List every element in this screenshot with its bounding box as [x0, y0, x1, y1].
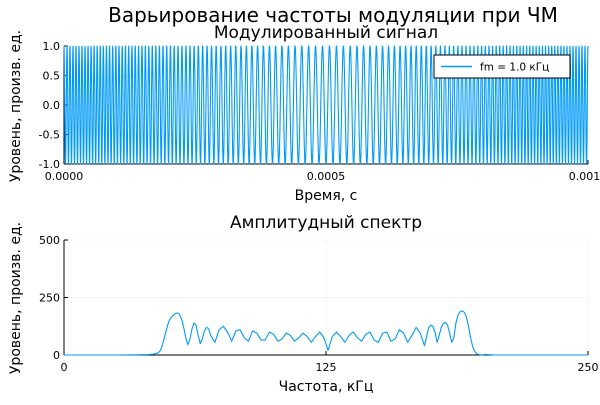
signal-y-tick-label: -0.5 — [39, 129, 60, 142]
spectrum-y-label: Уровень, произв. ед. — [8, 222, 24, 374]
spectrum-panel: Амплитудный спектр 0 250 500 0 125 250 Часто… — [8, 213, 599, 395]
signal-x-tick-label: 0.0010 — [569, 170, 600, 183]
spectrum-series-line — [64, 310, 588, 356]
signal-x-tick-label: 0.0005 — [307, 170, 346, 183]
signal-x-label: Время, с — [295, 188, 358, 204]
signal-title: Модулированный сигнал — [214, 23, 438, 43]
signal-y-label: Уровень, произв. ед. — [8, 30, 24, 182]
signal-y-tick-label: 0.5 — [43, 70, 61, 83]
signal-panel: Модулированный сигнал -1.0-0.50.00.51.0 … — [8, 23, 600, 204]
spectrum-x-tick-label: 250 — [578, 361, 599, 374]
figure-suptitle: Варьирование частоты модуляции при ЧМ — [108, 3, 558, 27]
signal-y-tick-label: 0.0 — [43, 99, 61, 112]
signal-x-tick-label: 0.0000 — [45, 170, 84, 183]
spectrum-y-tick-label: 0 — [53, 349, 60, 362]
spectrum-x-tick-label: 125 — [316, 361, 337, 374]
spectrum-x-label: Частота, кГц — [279, 379, 374, 395]
spectrum-x-tick-label: 0 — [61, 361, 68, 374]
legend-label: fm = 1.0 кГц — [480, 62, 549, 74]
signal-y-tick-label: 1.0 — [43, 40, 61, 53]
signal-legend: fm = 1.0 кГц — [433, 54, 571, 79]
signal-y-tick-label: -1.0 — [39, 158, 60, 171]
legend-box — [433, 54, 571, 79]
spectrum-title: Амплитудный спектр — [230, 213, 422, 233]
signal-series-line — [63, 45, 589, 165]
spectrum-y-tick-label: 250 — [39, 292, 60, 305]
spectrum-y-tick-label: 500 — [39, 234, 60, 247]
